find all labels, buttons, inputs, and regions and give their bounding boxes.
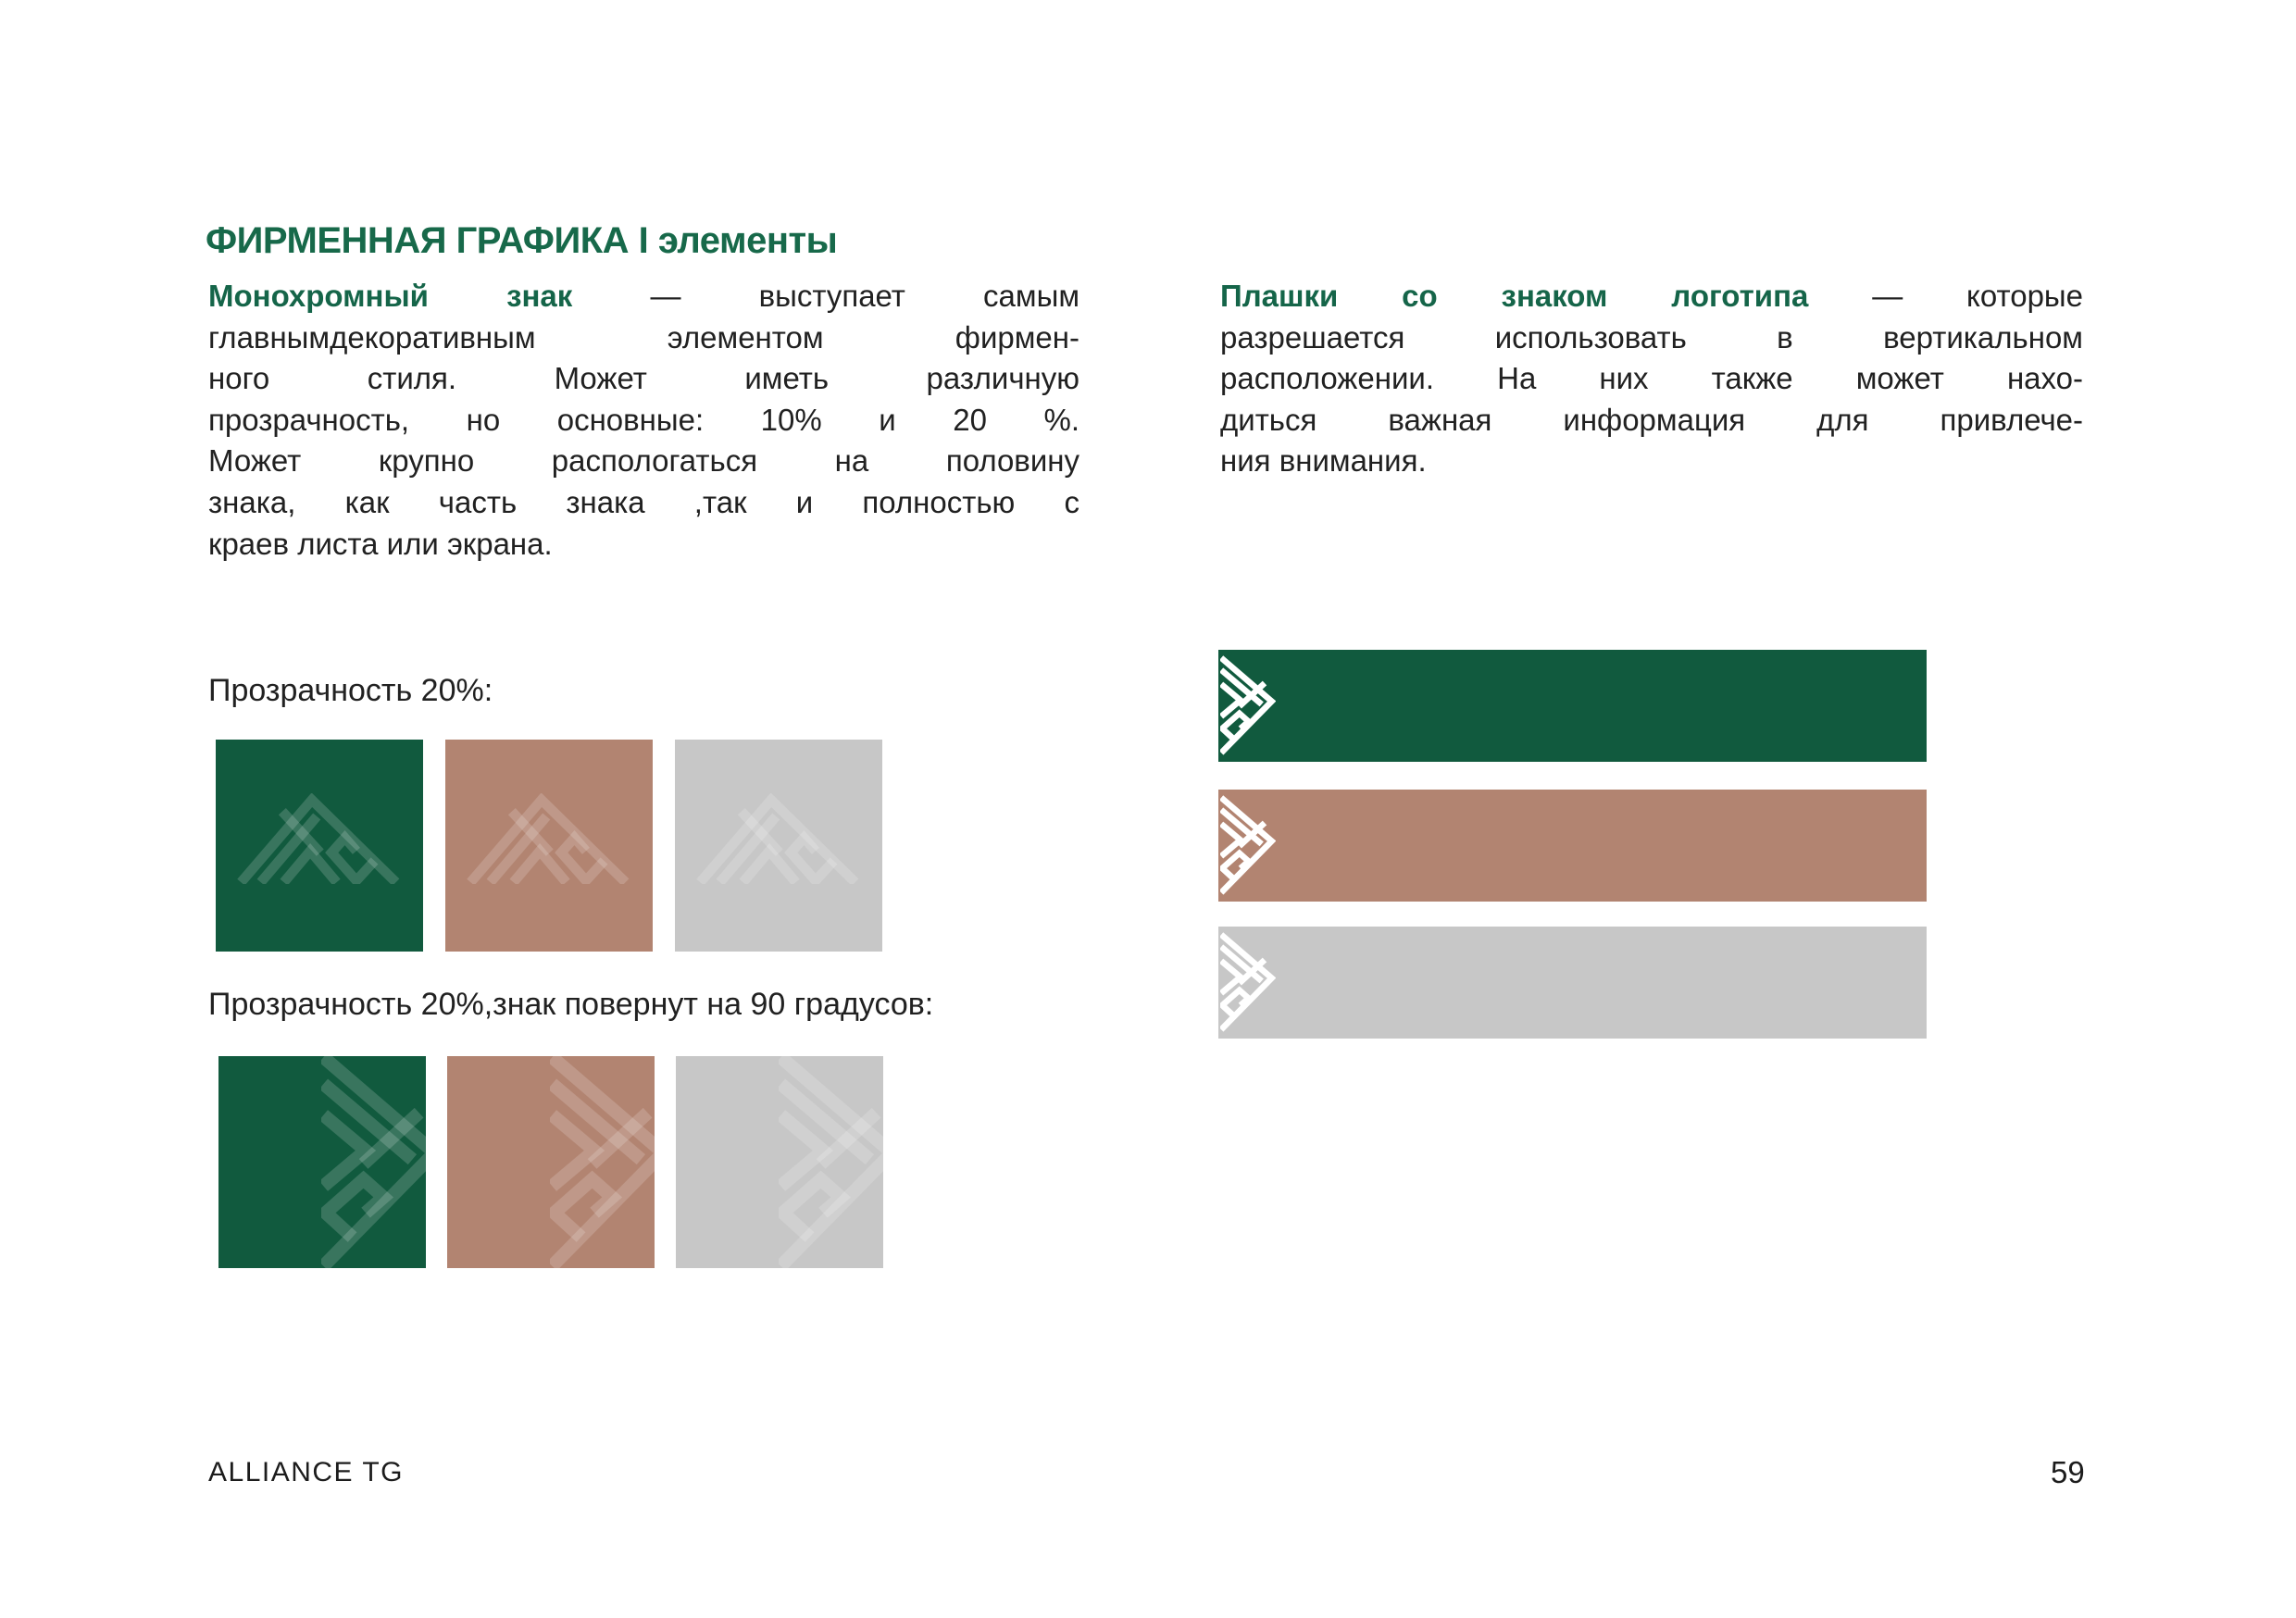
swatch-row-rotated bbox=[218, 1056, 883, 1268]
plate-green bbox=[1218, 650, 1927, 762]
para-line: Монохромный знак — выступает самым bbox=[208, 276, 1079, 317]
plate-brown bbox=[1218, 790, 1927, 902]
paragraph-lead-right: Плашки со знаком логотипа bbox=[1220, 279, 1809, 313]
para-line: знака, как часть знака ,так и полностью … bbox=[208, 484, 1079, 519]
intro-paragraph-left: Монохромный знак — выступает самым главн… bbox=[208, 276, 1079, 565]
transparency-label: Прозрачность 20%: bbox=[208, 673, 493, 708]
atg-logo-mark-white-icon bbox=[1220, 654, 1276, 756]
swatch-brown-rotated bbox=[447, 1056, 655, 1268]
plate-gray bbox=[1218, 927, 1927, 1039]
swatch-green bbox=[216, 740, 423, 952]
swatch-gray bbox=[675, 740, 882, 952]
para-line: Плашки со знаком логотипа — которые bbox=[1220, 276, 2083, 317]
para-line: ного стиля. Может иметь различную bbox=[208, 361, 1079, 396]
page-number: 59 bbox=[2051, 1455, 2085, 1489]
para-line: Может крупно распологаться на половину bbox=[208, 443, 1079, 479]
atg-logo-mark-icon bbox=[695, 793, 860, 884]
logo-plates bbox=[1218, 650, 1927, 1039]
swatch-green-rotated bbox=[218, 1056, 426, 1268]
para-line: ния внимания. bbox=[1220, 443, 1427, 479]
intro-paragraph-right: Плашки со знаком логотипа — которые разр… bbox=[1220, 276, 2083, 482]
atg-logo-mark-white-icon bbox=[1220, 794, 1276, 896]
para-line: диться важная информация для привлече- bbox=[1220, 402, 2083, 437]
para-line: главнымдекоративным элементом фирмен- bbox=[208, 319, 1079, 355]
atg-logo-mark-icon bbox=[236, 793, 401, 884]
page-title: ФИРМЕННАЯ ГРАФИКА I элементы bbox=[206, 220, 838, 261]
para-line: разрешается использовать в вертикальном bbox=[1220, 319, 2083, 355]
atg-logo-mark-rotated-icon bbox=[779, 1056, 883, 1268]
para-line: краев листа или экрана. bbox=[208, 526, 553, 561]
swatch-brown bbox=[445, 740, 653, 952]
atg-logo-mark-icon bbox=[466, 793, 630, 884]
para-line: расположении. На них также может нахо- bbox=[1220, 361, 2083, 396]
swatch-gray-rotated bbox=[676, 1056, 883, 1268]
swatch-row-upright bbox=[216, 740, 882, 952]
footer-brand: ALLIANCE TG bbox=[208, 1457, 405, 1487]
atg-logo-mark-white-icon bbox=[1220, 931, 1276, 1033]
rotated-transparency-label: Прозрачность 20%,знак повернут на 90 гра… bbox=[208, 987, 934, 1022]
paragraph-lead-left: Монохромный знак bbox=[208, 279, 573, 313]
para-line-rest: — которые bbox=[1808, 279, 2084, 313]
para-line-rest: — выступает самым bbox=[572, 279, 1079, 313]
para-line: прозрачность, но основные: 10% и 20 %. bbox=[208, 402, 1079, 437]
atg-logo-mark-rotated-icon bbox=[321, 1056, 426, 1268]
atg-logo-mark-rotated-icon bbox=[550, 1056, 655, 1268]
